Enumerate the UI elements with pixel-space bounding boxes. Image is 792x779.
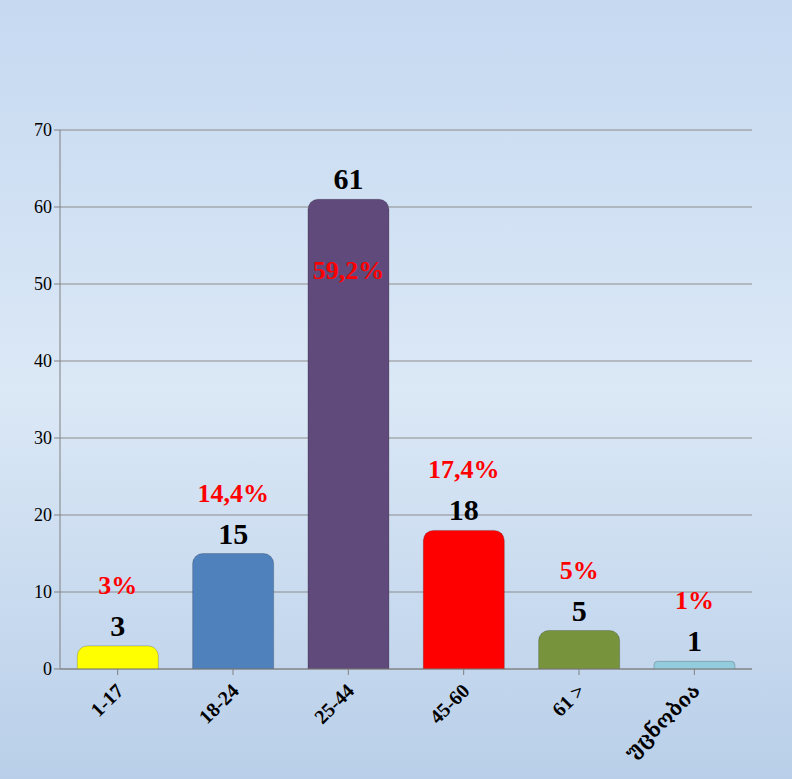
- svg-text:40: 40: [34, 351, 52, 371]
- svg-text:15: 15: [218, 517, 248, 550]
- svg-text:3: 3: [110, 609, 125, 642]
- svg-text:61: 61: [333, 162, 363, 195]
- svg-text:45-60: 45-60: [425, 679, 474, 728]
- svg-text:20: 20: [34, 505, 52, 525]
- svg-text:10: 10: [34, 582, 52, 602]
- svg-text:1-17: 1-17: [86, 679, 127, 720]
- svg-text:1%: 1%: [675, 586, 714, 615]
- svg-text:50: 50: [34, 274, 52, 294]
- svg-text:3%: 3%: [98, 571, 137, 600]
- svg-text:18: 18: [449, 493, 479, 526]
- svg-text:14,4%: 14,4%: [197, 479, 269, 508]
- svg-text:25-44: 25-44: [310, 679, 359, 728]
- svg-text:59,2%: 59,2%: [313, 256, 385, 285]
- svg-text:30: 30: [34, 428, 52, 448]
- svg-text:5: 5: [572, 594, 587, 627]
- svg-text:60: 60: [34, 197, 52, 217]
- svg-text:უცნობია: უცნობია: [620, 679, 704, 763]
- svg-text:17,4%: 17,4%: [428, 455, 500, 484]
- svg-text:70: 70: [34, 120, 52, 140]
- svg-text:18-24: 18-24: [194, 679, 243, 728]
- svg-text:61 >: 61 >: [548, 679, 589, 720]
- svg-text:1: 1: [687, 624, 702, 657]
- svg-text:5%: 5%: [560, 556, 599, 585]
- svg-text:0: 0: [43, 659, 52, 679]
